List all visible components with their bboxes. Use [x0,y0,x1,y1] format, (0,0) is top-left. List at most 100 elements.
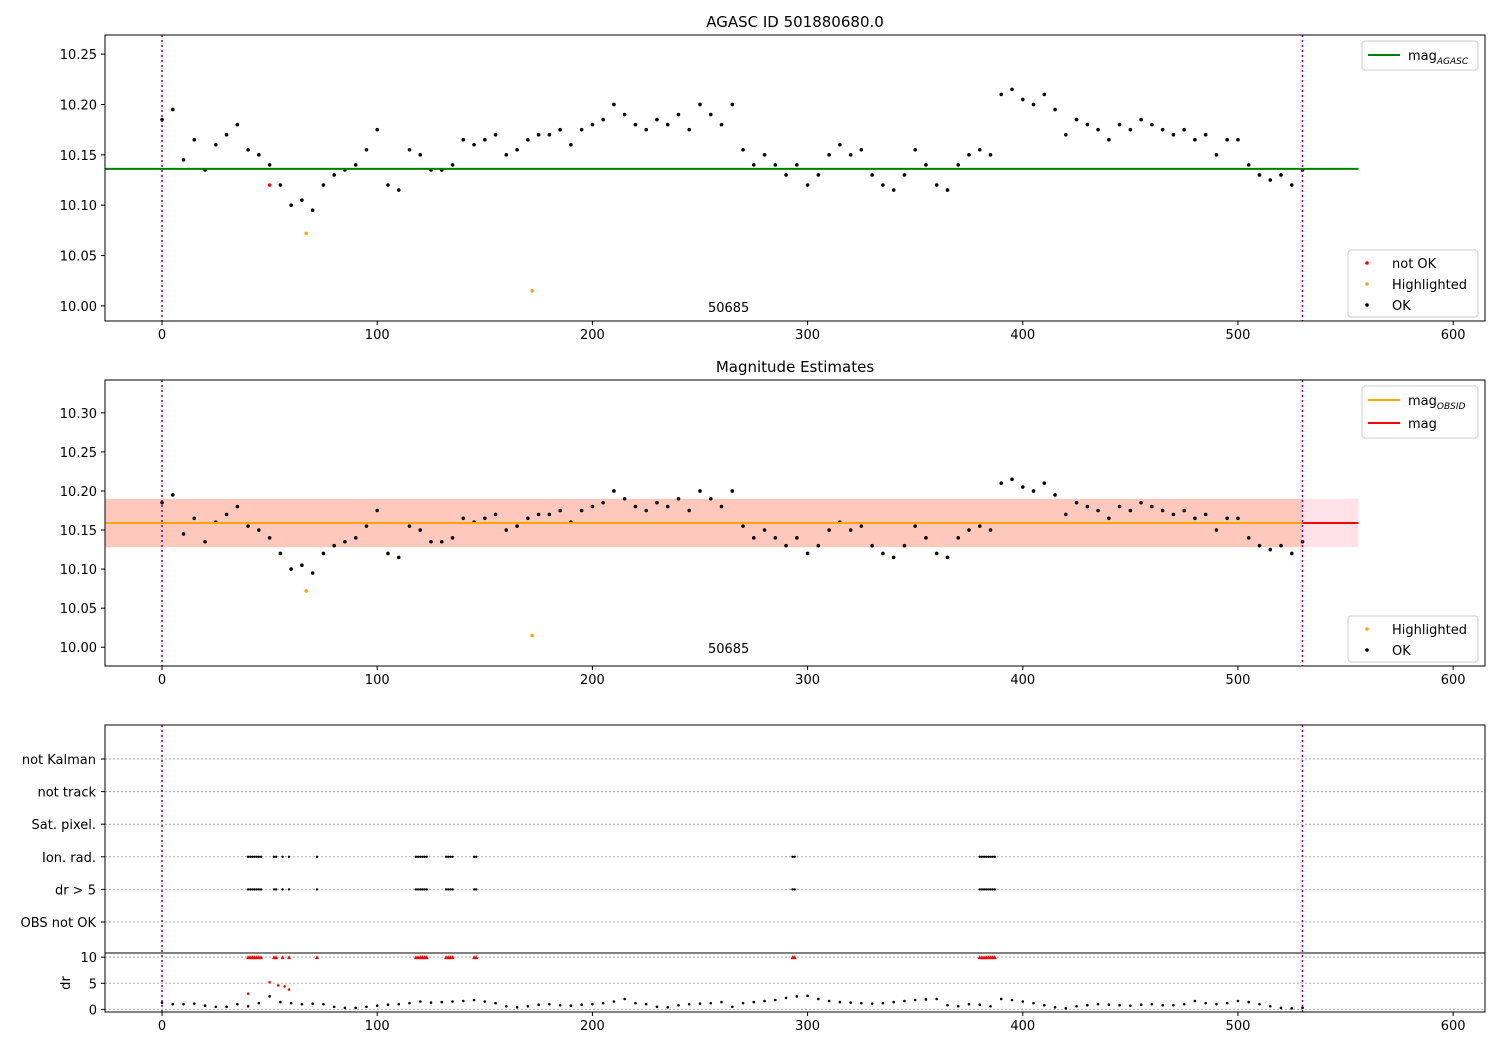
ok-point [751,163,756,167]
flag-point [472,888,476,891]
flag-row-label: not Kalman [22,753,96,768]
ok-point [999,481,1004,485]
dr-point [1150,1002,1154,1006]
ok-point [891,188,896,192]
dr-clipped-marker [259,955,264,960]
ok-point [762,528,767,532]
dr-clipped-marker [792,955,797,960]
ok-point [483,516,487,521]
legend-marker [1365,627,1369,631]
dr-point [1021,1000,1025,1003]
ok-point [1279,173,1283,177]
obsid-annotation: 50685 [708,301,749,316]
ok-point [945,188,950,192]
legend-box [1361,40,1479,71]
flag-point [989,855,992,858]
ok-point [924,536,928,540]
dr-point [365,1005,368,1009]
dr-red-point [246,992,250,996]
dr-point [601,1001,605,1005]
ok-point [1096,508,1100,513]
ok-point [364,524,369,528]
ok-point [1150,122,1154,127]
ok-point [1193,516,1197,521]
flag-point [274,855,278,858]
ok-point [676,496,681,501]
flag-point [474,888,478,891]
ok-point [321,551,326,556]
flag-point [272,888,276,891]
dr-point [526,1004,530,1008]
ok-point [644,508,648,513]
dr-point [548,1002,551,1006]
ok-point [418,153,423,157]
dr-point [1064,1007,1068,1010]
y-tick-label: 10.05 [60,250,97,265]
dr-point [1225,1001,1229,1005]
dr-point [214,1005,218,1009]
ok-point [267,536,272,540]
dr-point [1086,1003,1089,1007]
flag-point [416,888,420,891]
dr-point [1258,1002,1261,1006]
dr-point [558,1003,562,1007]
flag-point [257,888,261,891]
ok-point [644,127,648,132]
ok-point [1107,137,1111,142]
ok-point [881,183,885,187]
ok-point [956,536,961,540]
ok-point [655,117,659,122]
flag-point [449,855,452,858]
ok-point [386,183,390,187]
y-tick-label: 10.20 [60,98,97,113]
flag-point [255,855,258,858]
ok-point [246,148,250,152]
flag-point [982,888,986,891]
ok-point [784,543,788,548]
dr-point [666,1006,670,1009]
dr-point [1193,999,1197,1003]
ok-point [1182,508,1186,513]
ok-point [257,528,261,532]
dr-point [246,1004,250,1008]
x-tick-label: 0 [158,1019,166,1034]
x-tick-label: 600 [1441,328,1466,343]
ok-point [967,153,971,157]
ok-point [1074,117,1079,122]
ok-point [1246,536,1251,540]
dr-point [279,1000,282,1004]
flag-point [987,888,990,891]
ok-point [1042,92,1047,97]
y-tick-label: 10.30 [60,407,97,422]
ok-point [612,102,616,107]
ok-point [1064,132,1068,137]
dr-point [343,1006,347,1010]
dr-red-point [287,988,291,991]
dr-point [677,1003,680,1007]
ok-point [407,148,412,152]
dr-point [1215,1002,1218,1006]
ok-point [483,137,487,142]
ok-point [913,148,917,152]
ok-point [1236,516,1240,521]
y-tick-label: 10.15 [60,149,97,164]
not-ok-point [267,183,272,187]
dr-point [569,1004,573,1008]
ok-point [536,132,541,137]
flag-point [274,888,278,891]
ok-point [1128,127,1133,132]
ok-point [1064,512,1068,517]
legend-points: not OK Highlighted OK [1347,249,1479,318]
dr-point [913,998,917,1002]
flag-point [444,888,448,891]
dr-point [515,1006,519,1009]
dr-clipped-marker [450,955,455,960]
dr-point [989,1004,992,1008]
ok-point [1289,183,1294,187]
ok-point [870,543,874,548]
dr-point [1010,998,1014,1002]
dr-point [709,1001,713,1005]
ok-point [1279,543,1283,548]
ok-point [493,132,498,137]
ok-point [343,539,347,544]
